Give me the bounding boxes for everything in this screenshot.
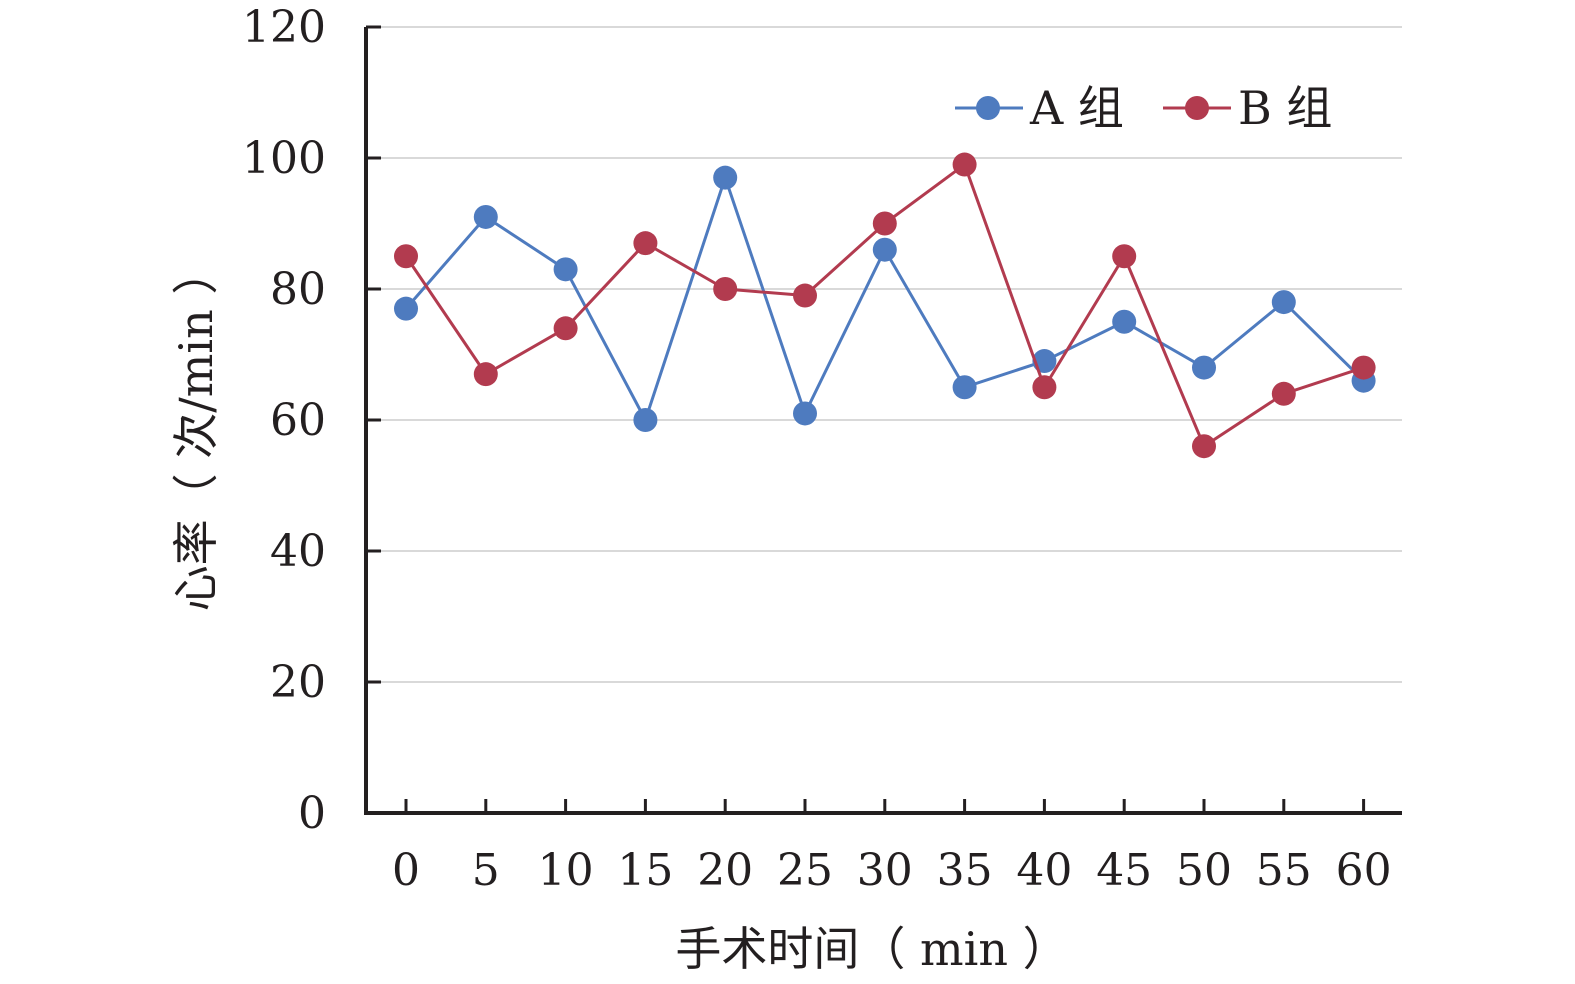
data-point [553, 316, 578, 341]
data-point [713, 165, 738, 190]
y-axis-ticks: 0 20 40 60 80 100 120 [242, 2, 381, 839]
data-point [713, 277, 738, 301]
data-point [633, 231, 658, 256]
x-tick-label: 55 [1256, 845, 1312, 896]
y-tick-label: 120 [242, 2, 326, 53]
data-point [473, 362, 498, 387]
x-axis-title: 手术时间（ min ） [675, 922, 1068, 976]
legend-item: A 组 [955, 81, 1124, 135]
y-tick-label: 100 [242, 133, 326, 184]
x-tick-label: 5 [472, 845, 500, 896]
data-point [1112, 244, 1137, 269]
x-tick-label: 30 [857, 845, 913, 896]
x-axis-ticks: 0 5 10 15 20 25 30 35 40 45 50 55 60 [392, 799, 1392, 896]
x-tick-label: 45 [1096, 845, 1152, 896]
x-tick-label: 15 [617, 845, 673, 896]
series-a [394, 165, 1376, 432]
series-b [394, 152, 1376, 459]
data-point [1271, 290, 1296, 315]
data-point [394, 296, 418, 321]
x-tick-label: 35 [937, 845, 993, 896]
series-group [394, 152, 1376, 459]
data-point [952, 152, 977, 177]
data-point [1032, 375, 1057, 400]
data-point [553, 257, 578, 282]
legend-item: B 组 [1163, 81, 1332, 135]
data-point [473, 204, 498, 229]
x-tick-label: 25 [777, 845, 833, 896]
y-tick-label: 20 [270, 657, 326, 708]
grid-lines [366, 26, 1402, 683]
data-point [1271, 381, 1296, 406]
legend-marker [1185, 96, 1209, 120]
data-point [872, 211, 897, 236]
data-point [633, 408, 658, 432]
y-tick-label: 80 [270, 264, 326, 315]
x-tick-label: 40 [1016, 845, 1072, 896]
data-point [1351, 355, 1376, 380]
data-point [952, 375, 977, 400]
y-axis-title: 心率（ 次/min ） [169, 249, 223, 612]
x-tick-label: 50 [1176, 845, 1232, 896]
y-tick-label: 40 [270, 526, 326, 577]
data-point [394, 244, 418, 269]
legend-label: B 组 [1238, 81, 1332, 135]
y-tick-label: 60 [270, 395, 326, 446]
x-tick-label: 20 [697, 845, 753, 896]
data-point [1192, 355, 1216, 380]
legend-label: A 组 [1029, 81, 1124, 135]
x-tick-label: 0 [392, 845, 420, 896]
data-point [872, 237, 897, 262]
legend-marker [976, 96, 1000, 120]
x-tick-label: 60 [1336, 845, 1392, 896]
data-point [793, 283, 817, 308]
y-tick-label: 0 [298, 788, 326, 839]
data-point [1192, 434, 1216, 459]
data-point [793, 401, 817, 426]
x-tick-label: 10 [538, 845, 594, 896]
data-point [1112, 309, 1137, 334]
series-line [404, 163, 1365, 448]
